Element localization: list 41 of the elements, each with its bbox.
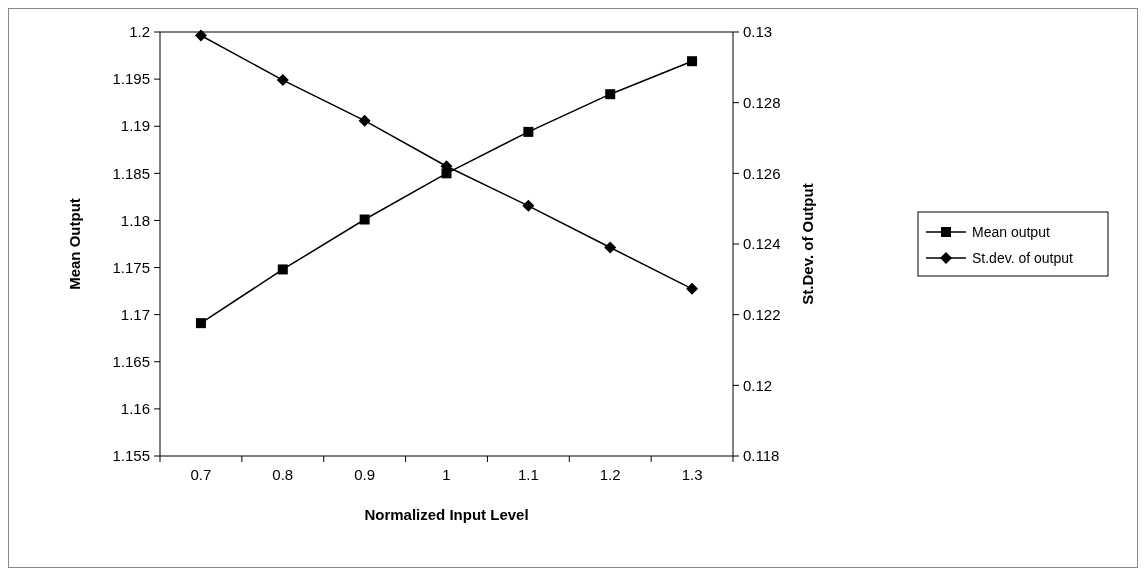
y-tick-label: 1.175 bbox=[112, 258, 150, 276]
y2-tick-label: 0.13 bbox=[743, 23, 773, 41]
y2-tick-label: 0.128 bbox=[743, 93, 781, 111]
x-tick-label: 1.3 bbox=[681, 466, 703, 483]
x-tick-label: 1 bbox=[442, 466, 451, 483]
x-tick-label: 0.7 bbox=[190, 466, 212, 483]
point bbox=[194, 29, 207, 42]
point bbox=[276, 74, 289, 87]
x-tick-label: 0.8 bbox=[272, 466, 294, 483]
y2-tick-label: 0.126 bbox=[743, 164, 781, 182]
y2-tick-label: 0.122 bbox=[743, 305, 781, 323]
y-tick-label: 1.16 bbox=[120, 400, 150, 418]
legend-label: St.dev. of output bbox=[972, 249, 1074, 266]
point bbox=[522, 199, 535, 212]
point bbox=[195, 318, 206, 329]
point bbox=[686, 282, 699, 295]
legend-label: Mean output bbox=[972, 223, 1050, 240]
point bbox=[358, 114, 371, 127]
y2-tick-label: 0.12 bbox=[743, 376, 773, 394]
y-axis-title: Mean Output bbox=[66, 198, 83, 290]
x-tick-label: 1.1 bbox=[517, 466, 539, 483]
point bbox=[277, 264, 288, 275]
y-tick-label: 1.165 bbox=[112, 353, 150, 371]
y-tick-label: 1.18 bbox=[120, 211, 150, 229]
point bbox=[687, 56, 698, 67]
y2-axis-title: St.Dev. of Output bbox=[799, 183, 816, 305]
x-tick-label: 1.2 bbox=[599, 466, 621, 483]
y-tick-label: 1.19 bbox=[120, 117, 150, 135]
y-tick-label: 1.195 bbox=[112, 70, 150, 88]
y-tick-label: 1.17 bbox=[120, 305, 150, 323]
x-axis-title: Normalized Input Level bbox=[364, 506, 529, 523]
y2-tick-label: 0.124 bbox=[743, 235, 781, 253]
y2-tick-label: 0.118 bbox=[743, 447, 780, 465]
x-tick-label: 0.9 bbox=[354, 466, 376, 483]
point bbox=[523, 126, 534, 137]
point bbox=[605, 89, 616, 100]
point bbox=[604, 241, 617, 254]
y-tick-label: 1.185 bbox=[112, 164, 150, 182]
point bbox=[359, 214, 370, 225]
y-tick-label: 1.155 bbox=[112, 447, 150, 465]
y-tick-label: 1.2 bbox=[129, 23, 150, 41]
